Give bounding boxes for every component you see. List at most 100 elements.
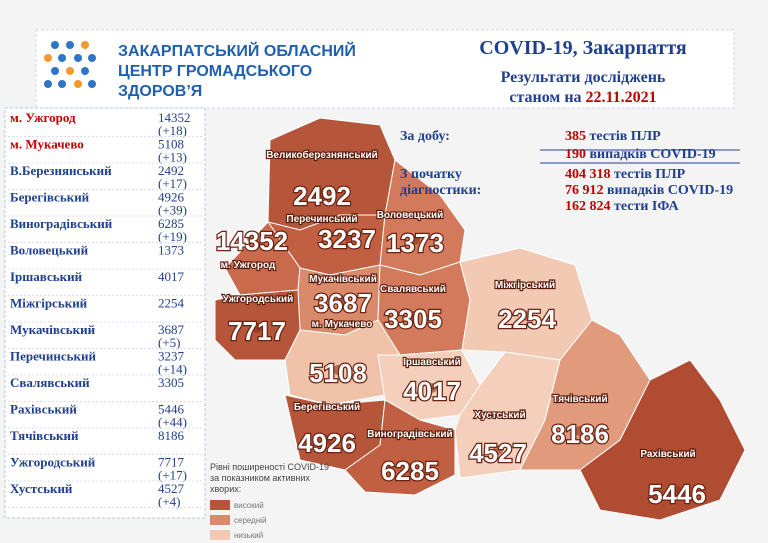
legend-title-text: за показником активних: [210, 473, 310, 483]
subtitle: Результати досліджень: [501, 69, 666, 86]
legend-swatch: [210, 515, 230, 525]
region-number: 3237: [318, 224, 376, 254]
row-total: 6285: [158, 216, 184, 231]
region-shape: [579, 359, 746, 521]
region-marker: [410, 235, 420, 245]
logo-text: ЦЕНТР ГРОМАДСЬКОГО: [118, 63, 312, 80]
row-name: Перечинський: [10, 349, 96, 364]
row-name: Іршавський: [10, 269, 83, 284]
row-total: 14352: [158, 110, 191, 125]
legend: Рівні поширеності COVID-19 за показником …: [210, 462, 329, 540]
region-number: 2492: [293, 181, 351, 211]
header-box: [35, 29, 735, 109]
region-label: Мукачівський: [309, 274, 377, 285]
region-marker: [342, 231, 352, 241]
stat-text: тестів ПЛР: [590, 129, 662, 144]
region-number: 5108: [309, 358, 367, 388]
title: COVID-19, Закарпаття: [479, 37, 687, 59]
region-number: 4926: [298, 428, 356, 458]
region-marker: [408, 311, 418, 321]
row-delta: (+4): [158, 494, 181, 509]
stats-label: За добу:: [400, 129, 450, 144]
row-name: Виноградівський: [10, 216, 113, 231]
stat-number: 385: [565, 129, 586, 144]
region-label: Виноградівський: [367, 429, 452, 440]
region-number: 4527: [469, 438, 527, 468]
region-label: Рахівський: [640, 449, 695, 460]
row-delta: (+17): [158, 176, 187, 191]
region-marker: [493, 445, 503, 455]
region-marker: [338, 295, 348, 305]
row-name: м. Мукачево: [10, 137, 84, 152]
date-prefix: станом на: [509, 89, 581, 106]
region-number: 8186: [551, 419, 609, 449]
row-name: Міжгірський: [10, 296, 88, 311]
row-name: В.Березнянський: [10, 163, 112, 178]
row-total: 3687: [158, 322, 185, 337]
stat-number: 190: [565, 147, 586, 162]
table: м. Ужгород 14352(+18) м. Мукачево 5108(+13)…: [4, 107, 206, 519]
row-delta: (+44): [158, 415, 187, 430]
row-name: Тячівський: [10, 428, 79, 443]
region-marker: [522, 311, 532, 321]
region-number: 5446: [648, 479, 706, 509]
region-label: Тячівський: [552, 394, 607, 405]
row-total: 2492: [158, 163, 184, 178]
row-name: Хустський: [10, 481, 73, 496]
stat-text: тестів ПЛР: [614, 167, 686, 182]
region-label: Хустський: [474, 410, 525, 421]
region-number: 3305: [384, 304, 442, 334]
row-delta: (+13): [158, 150, 187, 165]
region-label: Воловецький: [377, 210, 444, 221]
region-label: Перечинський: [286, 214, 357, 225]
region-marker: [322, 435, 332, 445]
legend-title-text: Рівні поширеності COVID-19: [210, 462, 329, 472]
stats-label: З початку: [400, 167, 462, 182]
legend-title-text: хворих:: [210, 484, 241, 494]
region-number: 2254: [498, 304, 556, 334]
row-name: Рахівський: [10, 402, 77, 417]
region-number: 6285: [381, 456, 439, 486]
region-label: Іршавський: [403, 357, 461, 368]
map-labels: 2492Великоберезнянський3237Перечинський1…: [215, 148, 708, 510]
row-name: м. Ужгород: [10, 110, 76, 125]
row-total: 7717: [158, 455, 185, 470]
row-total: 4527: [158, 481, 185, 496]
region-number: 14352: [216, 226, 288, 256]
row-name: Берегівський: [10, 190, 90, 205]
legend-level: середній: [234, 516, 267, 525]
stat-line: 76 912 випадків COVID-19: [565, 183, 733, 198]
row-delta: (+39): [158, 203, 187, 218]
date: 22.11.2021: [586, 89, 657, 106]
logo-text: ЗДОРОВ’Я: [118, 83, 202, 100]
row-delta: (+5): [158, 335, 181, 350]
row-name: Воловецький: [10, 243, 89, 258]
stat-number: 76 912: [565, 183, 604, 198]
stat-number: 162 824: [565, 199, 611, 214]
region-number: 4017: [403, 376, 461, 406]
row-name: Ужгородський: [10, 455, 96, 470]
row-delta: (+18): [158, 123, 187, 138]
row-delta: (+17): [158, 468, 187, 483]
date-line: станом на 22.11.2021: [509, 89, 656, 106]
region-label: Великоберезнянський: [266, 149, 378, 161]
region-label: м. Ужгород: [221, 260, 276, 271]
stats: За добу: З початку діагностики:: [400, 129, 740, 198]
stat-line: 190 випадків COVID-19: [565, 147, 716, 162]
stat-line: 162 824 тести ІФА: [565, 199, 680, 214]
table-box: [4, 107, 206, 519]
legend-level: низький: [234, 531, 263, 540]
row-total: 3237: [158, 349, 185, 364]
region-label: Свалявський: [380, 284, 446, 295]
region-number: 1373: [386, 228, 444, 258]
row-total: 2254: [158, 296, 185, 311]
region-marker: [672, 486, 682, 496]
stat-text: тести ІФА: [614, 199, 680, 214]
stat-text: випадків COVID-19: [607, 183, 733, 198]
stat-line: 404 318 тестів ПЛР: [565, 167, 686, 182]
row-total: 8186: [158, 428, 185, 443]
legend-title: Рівні поширеності COVID-19 за показником …: [210, 462, 329, 494]
region-marker: [575, 426, 585, 436]
